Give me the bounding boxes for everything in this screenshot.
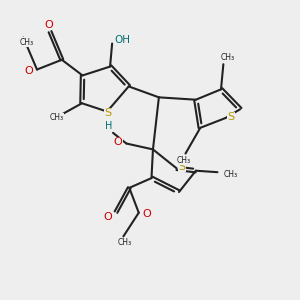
Text: CH₃: CH₃ [19,38,33,46]
Text: O: O [114,137,122,147]
Text: O: O [103,212,112,223]
Text: OH: OH [115,35,130,45]
Text: S: S [104,108,111,118]
Text: S: S [178,162,185,172]
Text: O: O [24,66,33,76]
Text: CH₃: CH₃ [177,156,191,165]
Text: O: O [44,20,53,30]
Text: CH₃: CH₃ [221,53,235,62]
Text: O: O [143,209,152,219]
Text: CH₃: CH₃ [118,238,132,247]
Text: H: H [105,121,112,131]
Text: CH₃: CH₃ [224,170,238,179]
Text: S: S [227,112,234,122]
Text: CH₃: CH₃ [50,113,64,122]
